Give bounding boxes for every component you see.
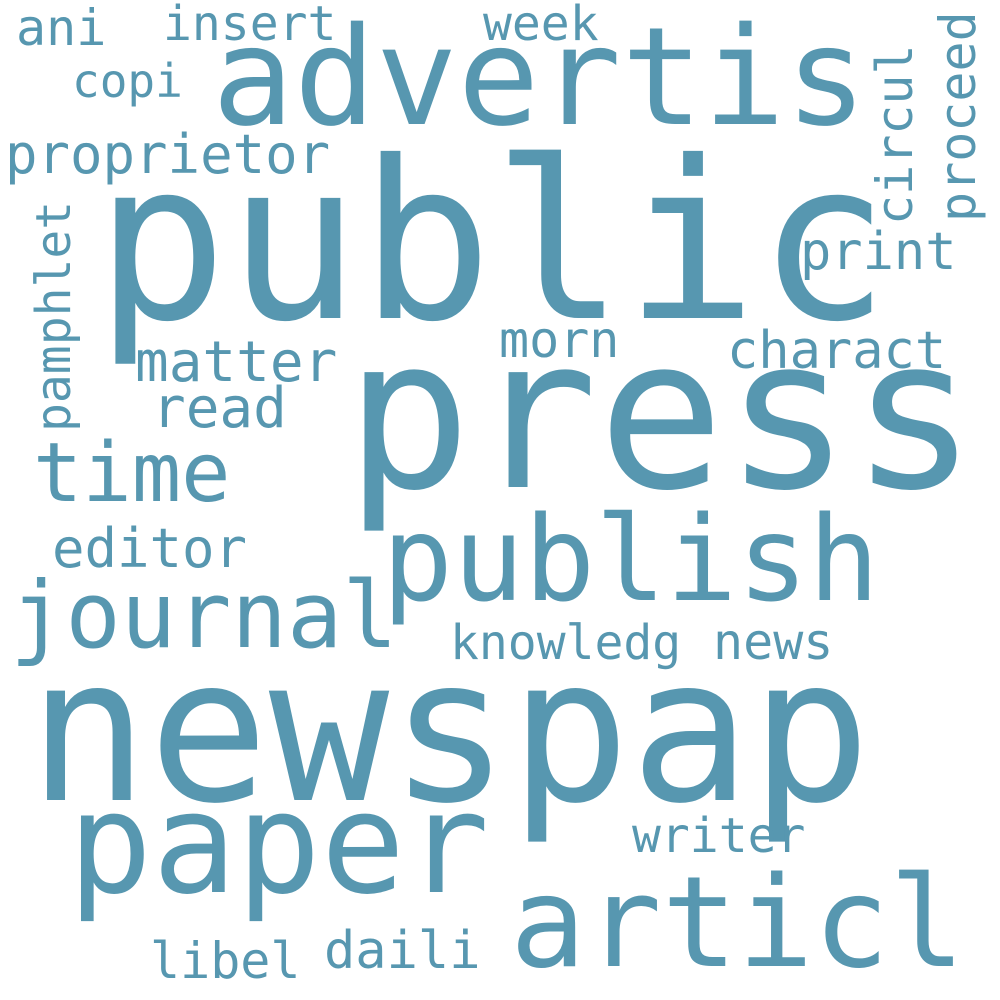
word-knowledg: knowledg (450, 615, 682, 671)
word-editor: editor (52, 517, 248, 580)
word-public: public (95, 114, 890, 370)
word-circul: circul (866, 44, 924, 225)
word-journal: journal (10, 562, 398, 669)
word-insert: insert (163, 0, 337, 52)
word-news: news (713, 613, 834, 671)
word-publish: publish (382, 490, 880, 628)
word-pamphlet: pamphlet (26, 200, 82, 432)
word-proprietor: proprietor (5, 123, 331, 186)
word-ani: ani (16, 0, 107, 57)
word-newspap: newspap (28, 615, 871, 848)
word-paper: paper (68, 763, 490, 926)
word-morn: morn (499, 311, 620, 369)
word-press: press (345, 292, 978, 537)
word-copi: copi (72, 54, 183, 108)
word-advertis: advertis (212, 0, 868, 157)
word-charact: charact (727, 321, 947, 381)
word-articl: articl (510, 849, 966, 996)
word-matter: matter (135, 330, 338, 395)
word-time: time (33, 426, 231, 521)
word-daili: daili (324, 921, 481, 981)
word-libel: libel (150, 932, 301, 990)
word-print: print (800, 222, 957, 282)
word-week: week (483, 0, 599, 52)
word-writer: writer (632, 808, 806, 864)
word-proceed: proceed (929, 11, 987, 222)
word-read: read (152, 376, 287, 441)
